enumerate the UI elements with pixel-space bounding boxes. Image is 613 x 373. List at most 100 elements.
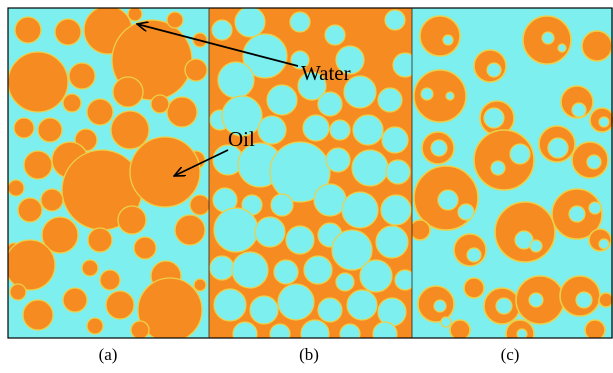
panel-a-oil-droplets [8, 8, 209, 338]
water-inclusion [588, 201, 602, 215]
panel-a [8, 8, 209, 338]
oil-droplet [110, 110, 150, 150]
panel-b-water-droplets [209, 8, 412, 338]
panel-a-caption: (a) [98, 345, 118, 364]
water-inclusion [486, 62, 502, 78]
water-droplet [270, 193, 294, 217]
water-droplet [335, 45, 365, 75]
water-inclusion [598, 116, 610, 128]
water-droplet [254, 216, 286, 248]
water-droplet [375, 225, 409, 259]
oil-droplet [13, 117, 35, 139]
water-droplet [377, 87, 403, 113]
oil-droplet-outer [581, 30, 613, 62]
water-inclusion [442, 34, 454, 46]
oil-droplet [130, 320, 150, 338]
oil-droplet [14, 16, 42, 44]
oil-droplet [189, 194, 209, 216]
water-droplet [302, 114, 330, 142]
water-droplet [325, 147, 351, 173]
water-droplet [273, 259, 299, 285]
water-droplet [269, 323, 291, 338]
water-droplet [303, 255, 333, 285]
oil-droplet [174, 214, 206, 246]
oil-droplet [112, 76, 144, 108]
water-inclusion [437, 189, 459, 211]
water-inclusion [547, 137, 569, 159]
water-droplet [359, 259, 393, 293]
oil-droplet-outer [449, 319, 471, 338]
oil-droplet [105, 290, 135, 320]
water-droplet [213, 288, 247, 322]
oil-droplet [17, 197, 43, 223]
figure-frame [7, 7, 613, 339]
water-inclusion [440, 316, 452, 328]
water-inclusion [420, 87, 434, 101]
water-droplet [300, 319, 330, 338]
water-droplet [372, 321, 398, 338]
water-droplet [221, 95, 263, 137]
oil-label: Oil [228, 127, 255, 151]
water-droplet [329, 119, 351, 141]
oil-droplet [37, 117, 63, 143]
water-droplet [335, 272, 355, 292]
oil-droplet [54, 18, 82, 46]
oil-droplet [129, 136, 201, 208]
water-droplet [266, 84, 298, 116]
oil-droplet [62, 287, 88, 313]
water-droplet [313, 183, 347, 217]
water-inclusion [557, 43, 567, 53]
water-label: Water [301, 61, 351, 85]
water-inclusion [571, 102, 587, 118]
water-inclusion [509, 143, 531, 165]
water-droplet [211, 19, 233, 41]
water-droplet [317, 297, 343, 323]
water-inclusion [490, 160, 506, 176]
oil-arrow [174, 149, 229, 176]
water-inclusion [433, 299, 447, 313]
oil-droplet [8, 239, 56, 291]
water-inclusion [445, 91, 455, 101]
water-droplet [331, 229, 373, 271]
oil-droplet [68, 62, 96, 90]
water-droplet [346, 289, 378, 321]
water-droplet [297, 71, 327, 101]
oil-droplet [133, 236, 157, 260]
oil-droplet [166, 11, 184, 29]
water-droplet [317, 91, 343, 117]
oil-droplet [86, 98, 114, 126]
oil-droplet [166, 96, 198, 128]
water-droplet [257, 115, 287, 145]
water-inclusion [457, 203, 475, 221]
panel-c-caption: (c) [500, 345, 520, 364]
water-droplet [269, 141, 331, 203]
oil-droplet [87, 227, 113, 253]
panel-c [412, 8, 613, 338]
water-droplet [217, 61, 255, 99]
water-inclusion [568, 205, 586, 223]
oil-droplet [41, 216, 79, 254]
water-inclusion [495, 297, 513, 315]
water-droplet [289, 11, 311, 33]
water-droplet [385, 159, 411, 185]
oil-droplet [150, 94, 170, 114]
water-droplet [384, 9, 406, 31]
water-droplet [213, 207, 259, 253]
water-inclusion [598, 238, 610, 250]
oil-droplet [8, 179, 25, 197]
oil-droplet-outer [584, 319, 606, 338]
water-droplet [380, 194, 412, 226]
oil-droplet [9, 283, 27, 301]
oil-droplet-outer [419, 15, 461, 57]
water-inclusion [516, 328, 528, 338]
oil-droplet [117, 205, 147, 235]
water-arrow [137, 24, 299, 67]
water-inclusion [466, 247, 482, 263]
water-inclusion [483, 107, 505, 129]
oil-droplet [86, 317, 104, 335]
oil-droplet [184, 58, 208, 82]
water-inclusion [529, 239, 543, 253]
water-droplet [351, 149, 389, 187]
water-inclusion [514, 230, 534, 250]
